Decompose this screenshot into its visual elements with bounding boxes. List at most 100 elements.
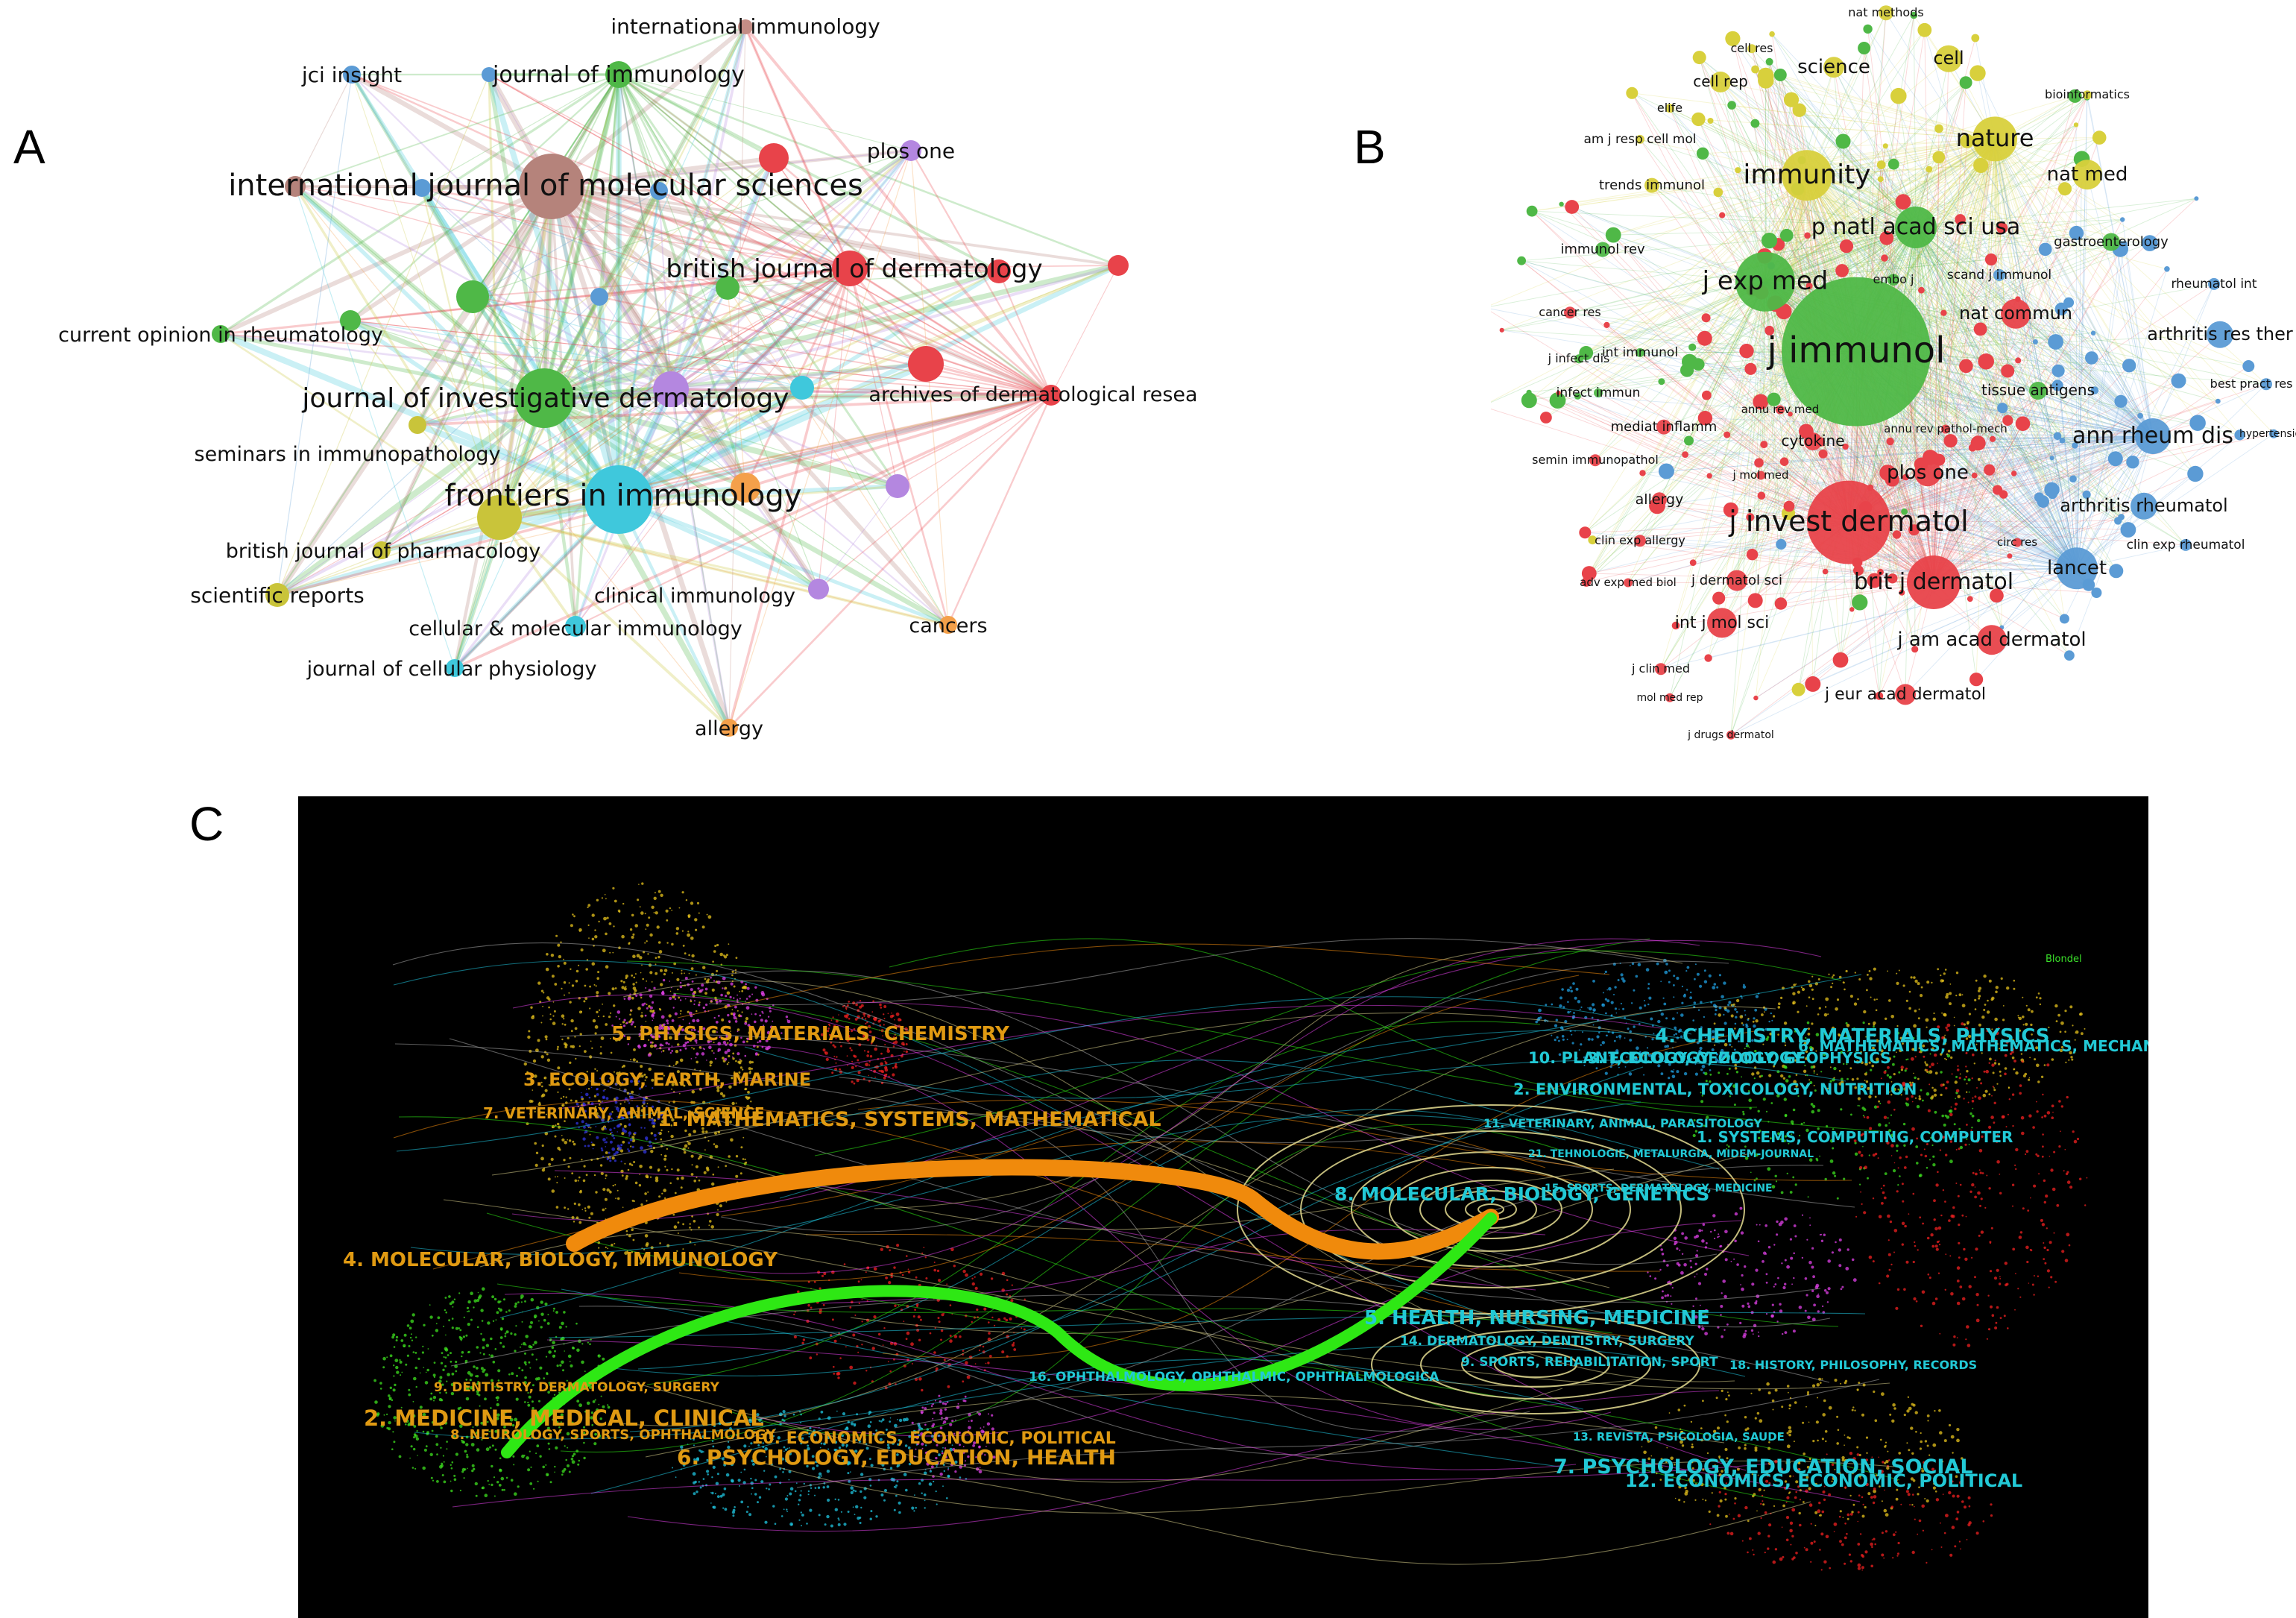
- cloud-point: [558, 1391, 561, 1394]
- cloud-point: [485, 1447, 490, 1452]
- cloud-point: [544, 1302, 548, 1306]
- cloud-point: [818, 1455, 820, 1457]
- network-node: [1603, 321, 1610, 328]
- cloud-point: [466, 1311, 468, 1312]
- network-node: [1971, 34, 1980, 43]
- cloud-point: [647, 1053, 652, 1057]
- network-edge: [1915, 227, 2186, 546]
- cloud-point: [451, 1372, 455, 1376]
- network-edge: [1848, 37, 1976, 523]
- cloud-point: [587, 924, 590, 926]
- cloud-point: [476, 1393, 479, 1396]
- cloud-point: [722, 1457, 725, 1461]
- node-int-j-mol-sci: [1707, 608, 1737, 638]
- network-edge: [1639, 139, 1917, 228]
- cloud-point: [1613, 993, 1615, 995]
- cloud-point: [844, 1428, 846, 1431]
- network-edge: [1915, 227, 1934, 583]
- network-edge: [670, 287, 728, 390]
- cloud-point: [532, 1384, 534, 1387]
- cloud-point: [908, 1462, 912, 1466]
- network-edge: [277, 394, 1052, 596]
- cloud-point: [389, 1386, 392, 1389]
- cloud-point: [940, 1459, 943, 1462]
- network-edge: [2068, 302, 2078, 569]
- cloud-point: [596, 1093, 599, 1096]
- cloud-point: [700, 1038, 702, 1039]
- cloud-point: [497, 1307, 500, 1310]
- cloud-point: [590, 1127, 592, 1129]
- cloud-point: [444, 1309, 447, 1312]
- cloud-point: [594, 1025, 599, 1029]
- cloud-point: [462, 1335, 465, 1338]
- network-node: [1746, 513, 1755, 522]
- cloud-point: [490, 1430, 492, 1432]
- cloud-point: [542, 1005, 543, 1007]
- cloud-point: [801, 1437, 804, 1440]
- cloud-point: [889, 1467, 893, 1470]
- network-edge: [1915, 97, 2087, 228]
- cloud-point: [965, 1460, 966, 1462]
- cloud-point: [703, 1048, 705, 1051]
- network-edge: [1915, 95, 2075, 228]
- cloud-point: [523, 1454, 526, 1456]
- network-edge: [617, 149, 912, 501]
- cloud-point: [462, 1441, 465, 1444]
- cloud-point: [556, 1182, 558, 1184]
- cloud-point: [868, 1060, 871, 1063]
- cloud-point: [744, 1088, 746, 1091]
- network-edge: [745, 26, 851, 269]
- cloud-point: [895, 1012, 900, 1016]
- cloud-point: [450, 1352, 452, 1355]
- cloud-point: [510, 1479, 514, 1482]
- label-nat-med: nat med: [2047, 163, 2128, 186]
- network-edge: [1848, 333, 2094, 523]
- cloud-point: [724, 1051, 728, 1054]
- cloud-point: [889, 1417, 892, 1419]
- cloud-point: [683, 1150, 687, 1154]
- label-scientific-reports: scientific reports: [190, 583, 365, 608]
- cloud-point: [451, 1318, 454, 1320]
- cloud-point: [965, 1361, 968, 1364]
- network-edge: [549, 184, 950, 627]
- network-edge: [1915, 227, 2078, 569]
- cloud-point: [1024, 1298, 1026, 1300]
- network-node: [1689, 559, 1697, 566]
- cloud-point: [622, 1127, 625, 1130]
- network-edge: [1933, 309, 2062, 583]
- cloud-point: [587, 1101, 590, 1104]
- network-edge: [616, 385, 804, 503]
- cloud-point: [639, 956, 643, 960]
- cloud-point: [669, 1051, 672, 1054]
- cloud-point: [868, 1413, 870, 1415]
- cloud-point: [640, 1065, 643, 1068]
- network-edge: [277, 497, 619, 598]
- cloud-point: [637, 1080, 640, 1083]
- cloud-point: [754, 1479, 757, 1482]
- network-node: [1832, 652, 1849, 668]
- network-edge: [1933, 434, 2240, 583]
- cloud-point: [646, 980, 648, 982]
- network-edge: [2122, 219, 2154, 437]
- cloud-point: [637, 1082, 639, 1085]
- cloud-point: [670, 1134, 674, 1139]
- cloud-point: [702, 1027, 706, 1030]
- cloud-point: [690, 1438, 692, 1441]
- cloud-point: [735, 1174, 739, 1178]
- cloud-point: [743, 1468, 746, 1471]
- network-edge: [1927, 472, 2078, 569]
- cloud-point: [641, 1105, 644, 1107]
- cloud-point: [839, 1068, 841, 1071]
- network-node: [2114, 517, 2122, 525]
- cloud-point: [514, 1492, 517, 1496]
- cloud-point: [854, 1315, 857, 1316]
- node-cellular-molecular-immunology: [565, 616, 586, 637]
- cloud-point: [832, 1044, 835, 1047]
- cloud-point: [622, 1206, 624, 1208]
- cloud-point: [605, 1177, 607, 1180]
- cloud-point: [514, 1417, 518, 1422]
- cloud-point: [833, 1045, 836, 1048]
- cloud-point: [748, 1031, 751, 1035]
- node-j-exp-med: [1735, 251, 1795, 312]
- cloud-point: [897, 1419, 898, 1420]
